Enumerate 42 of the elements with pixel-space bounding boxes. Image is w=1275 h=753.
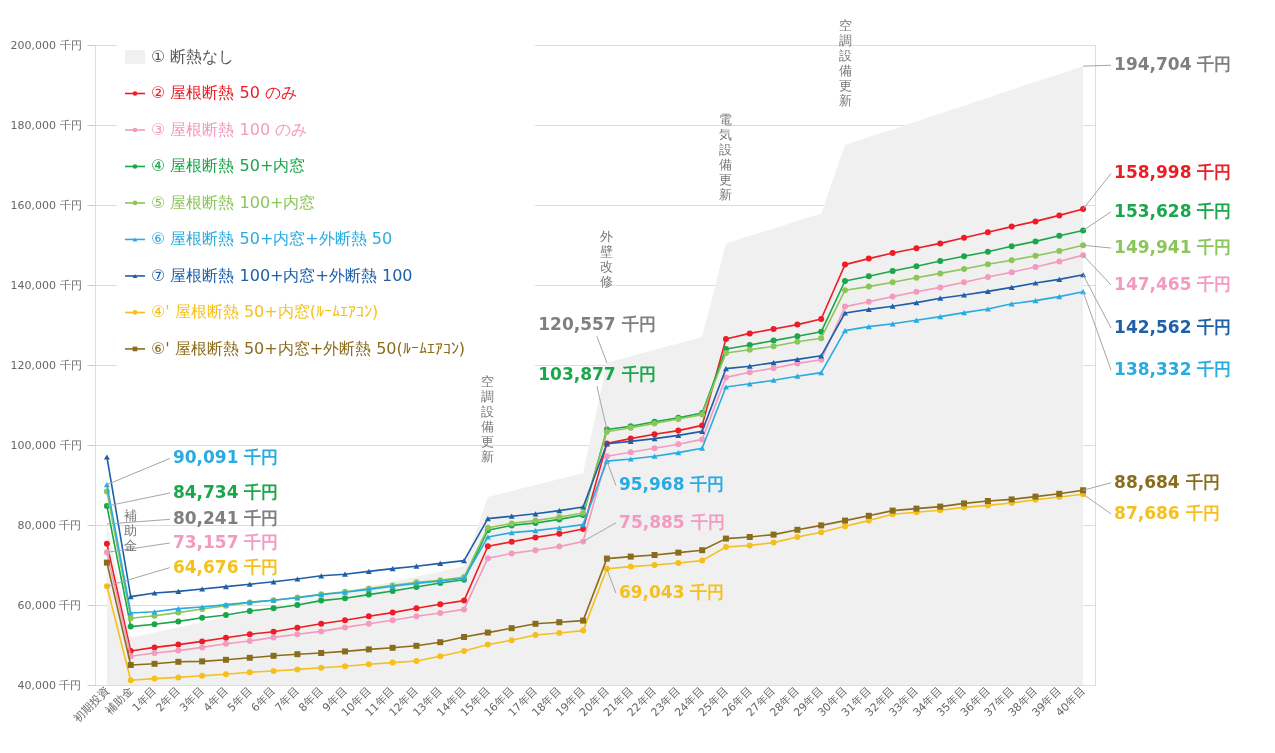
annotation: 外壁改修 (600, 229, 614, 290)
y-tick-label: 200,000 千円 (10, 38, 82, 52)
y-tick-label: 160,000 千円 (10, 198, 82, 212)
annotation: 空調設備更新 (838, 18, 852, 109)
data-label: 142,562 千円 (1114, 317, 1232, 338)
legend-label: ④ 屋根断熱 50+内窓 (151, 156, 306, 176)
data-label: 95,968 千円 (618, 474, 725, 495)
data-label: 88,684 千円 (1114, 471, 1220, 492)
y-tick-label: 80,000 千円 (17, 518, 82, 532)
y-tick-label: 120,000 千円 (10, 358, 82, 372)
y-tick-label: 40,000 千円 (17, 678, 82, 692)
legend-label: ③ 屋根断熱 100 のみ (151, 119, 308, 139)
annotation: 電気設備更新 (719, 112, 733, 203)
legend-label: ④' 屋根断熱 50+内窓(ﾙｰﾑｴｱｺﾝ) (151, 302, 379, 322)
legend-label: ② 屋根断熱 50 のみ (151, 83, 297, 103)
y-tick-label: 60,000 千円 (17, 598, 82, 612)
data-label: 138,332 千円 (1114, 359, 1232, 380)
y-tick-label: 100,000 千円 (10, 438, 82, 452)
y-tick-label: 140,000 千円 (10, 278, 82, 292)
data-label: 149,941 千円 (1114, 237, 1232, 258)
data-label: 120,557 千円 (538, 314, 656, 335)
legend-label: ⑦ 屋根断熱 100+内窓+外断熱 100 (151, 265, 413, 285)
legend-label: ① 断熱なし (151, 47, 235, 66)
data-label: 90,091 千円 (172, 447, 279, 468)
data-label: 158,998 千円 (1114, 162, 1232, 183)
y-tick-label: 180,000 千円 (10, 118, 82, 132)
legend-label: ⑥ 屋根断熱 50+内窓+外断熱 50 (151, 229, 393, 249)
data-label: 194,704 千円 (1114, 54, 1232, 75)
data-label: 75,885 千円 (619, 511, 725, 532)
data-label: 64,676 千円 (172, 556, 279, 577)
data-label: 69,043 千円 (618, 582, 725, 603)
data-label: 87,686 千円 (1114, 502, 1220, 523)
data-label: 73,157 千円 (172, 532, 279, 553)
data-label: 153,628 千円 (1114, 200, 1232, 221)
annotation: 補助金 (124, 507, 138, 553)
data-label: 147,465 千円 (1114, 274, 1232, 295)
data-label: 84,734 千円 (172, 481, 279, 502)
data-label: 80,241 千円 (172, 508, 279, 529)
data-label: 103,877 千円 (538, 364, 656, 385)
legend-label: ⑤ 屋根断熱 100+内窓 (151, 192, 316, 212)
annotation: 空調設備更新 (481, 374, 495, 465)
legend-label: ⑥' 屋根断熱 50+内窓+外断熱 50(ﾙｰﾑｴｱｺﾝ) (151, 338, 466, 358)
